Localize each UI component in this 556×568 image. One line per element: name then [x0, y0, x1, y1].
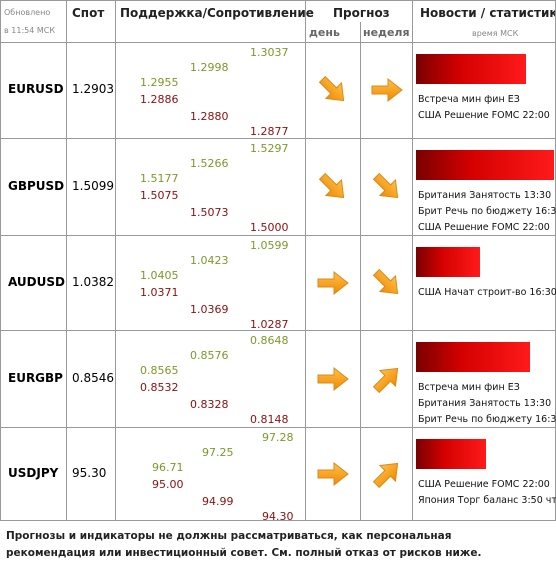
news-item: США Решение FOMC 22:00	[418, 479, 550, 490]
forecast-arrow	[372, 367, 399, 393]
support: 0.8148	[250, 413, 289, 426]
importance-bar	[416, 54, 526, 84]
border	[305, 0, 306, 520]
news-item: Встреча мин фин ЕЗ	[418, 382, 520, 393]
spot-header: Спот	[72, 6, 105, 20]
resistance: 1.0599	[250, 239, 289, 252]
news-item: США Начат строит-во 16:30	[418, 287, 556, 298]
day-header: день	[309, 26, 340, 39]
news-item: США Решение FOMC 22:00	[418, 222, 550, 233]
support: 0.8328	[190, 398, 229, 411]
support: 1.5073	[190, 206, 229, 219]
support: 0.8532	[140, 381, 179, 394]
forecast-arrow	[372, 462, 399, 488]
news-item: Британия Занятость 13:30	[418, 398, 552, 409]
pair: EURUSD	[8, 82, 64, 96]
resistance: 1.2955	[140, 76, 179, 89]
resistance: 1.5266	[190, 157, 229, 170]
support: 94.99	[202, 495, 234, 508]
support: 1.5000	[250, 221, 289, 234]
spot: 0.8546	[72, 370, 114, 385]
news-item: Британия Занятость 13:30	[418, 190, 552, 201]
levels-header: Поддержка/Сопротивление	[120, 6, 314, 20]
news-header: Новости / статистика	[420, 6, 556, 20]
news-item: США Решение FOMC 22:00	[418, 110, 550, 121]
resistance: 1.0423	[190, 254, 229, 267]
spot: 1.0382	[72, 274, 114, 289]
importance-bar	[416, 342, 530, 372]
row-border	[0, 520, 556, 521]
forecast-arrow	[372, 268, 399, 294]
pair: GBPUSD	[8, 178, 65, 193]
border	[0, 42, 556, 43]
spot: 1.2903	[72, 82, 114, 96]
resistance: 1.0405	[140, 269, 179, 282]
resistance: 97.28	[262, 431, 294, 444]
forecast-arrow	[317, 461, 349, 486]
news-item: Брит Речь по бюджету 16:30	[418, 206, 556, 217]
border	[412, 0, 413, 520]
forecast-arrow	[318, 75, 345, 102]
spot: 1.5099	[72, 178, 114, 193]
border	[115, 0, 116, 520]
week-header: неделя	[363, 26, 410, 39]
forecast-header: Прогноз	[333, 6, 390, 20]
resistance: 1.5177	[140, 172, 179, 185]
row-border	[0, 427, 556, 428]
support: 1.2886	[140, 93, 179, 106]
news-time-header: время МСК	[472, 29, 519, 38]
row-border	[0, 138, 556, 139]
forecast-arrow	[318, 172, 345, 198]
support: 1.2880	[190, 110, 229, 123]
resistance: 96.71	[152, 461, 184, 474]
support: 1.0371	[140, 286, 179, 299]
support: 94.30	[262, 510, 294, 523]
resistance: 1.2998	[190, 61, 229, 74]
support: 95.00	[152, 478, 184, 491]
row-border	[0, 235, 556, 236]
pair: USDJPY	[8, 465, 59, 480]
border	[66, 0, 67, 520]
importance-bar	[416, 247, 480, 277]
row-border	[0, 330, 556, 331]
news-item: Встреча мин фин ЕЗ	[418, 94, 520, 105]
updated-time: в 11:54 МСК	[4, 26, 56, 35]
support: 1.5075	[140, 189, 179, 202]
importance-bar	[416, 439, 486, 469]
resistance: 1.3037	[250, 46, 289, 59]
support: 1.2877	[250, 125, 289, 138]
resistance: 97.25	[202, 446, 234, 459]
border	[360, 22, 361, 520]
resistance: 0.8576	[190, 349, 229, 362]
forecast-arrow	[372, 172, 399, 198]
resistance: 1.5297	[250, 142, 289, 155]
spot: 95.30	[72, 465, 107, 480]
border	[0, 0, 1, 520]
pair: AUDUSD	[8, 274, 65, 289]
news-item: Япония Торг баланс 3:50 чт	[418, 495, 556, 506]
importance-bar	[416, 150, 554, 180]
support: 1.0287	[250, 318, 289, 331]
disclaimer: Прогнозы и индикаторы не должны рассматр…	[6, 530, 482, 559]
forecast-arrow	[371, 77, 403, 103]
updated-label: Обновлено	[4, 8, 51, 17]
news-item: Брит Речь по бюджету 16:30	[418, 414, 556, 425]
forecast-arrow	[317, 366, 349, 391]
border	[0, 0, 556, 1]
support: 1.0369	[190, 303, 229, 316]
resistance: 0.8565	[140, 364, 179, 377]
forecast-arrow	[317, 270, 349, 295]
pair: EURGBP	[8, 370, 63, 385]
resistance: 0.8648	[250, 334, 289, 347]
